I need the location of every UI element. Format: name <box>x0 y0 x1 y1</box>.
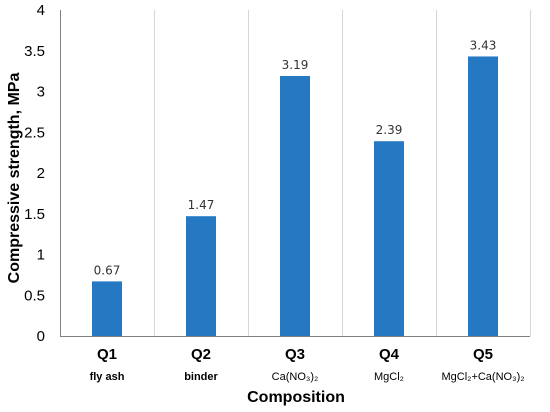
x-tick-description: MgCl₂ <box>374 371 404 383</box>
bars <box>92 56 498 337</box>
bar-q5 <box>468 56 498 337</box>
x-tick-labels: Q1 fly ash Q2 binder Q3 Ca(NO₃)₂ Q4 MgCl₂ Q5 MgCl… <box>90 346 525 383</box>
x-tick-label: Q3 <box>285 346 305 363</box>
x-tick-label: Q5 <box>473 346 493 363</box>
x-tick-description: Ca(NO₃)₂ <box>272 371 319 383</box>
y-tick-label: 0 <box>37 328 45 345</box>
x-tick-label: Q4 <box>379 346 400 363</box>
bar-q3 <box>280 76 310 336</box>
data-label: 3.43 <box>470 38 497 52</box>
bar-q1 <box>92 281 122 336</box>
y-tick-label: 1.5 <box>24 206 45 223</box>
y-tick-label: 3.5 <box>24 43 45 60</box>
data-labels: 0.67 1.47 3.19 2.39 3.43 <box>94 38 497 277</box>
y-tick-label: 1 <box>37 247 45 264</box>
data-label: 2.39 <box>376 123 403 137</box>
y-tick-labels: 0 0.5 1 1.5 2 2.5 3 3.5 4 <box>24 2 45 345</box>
data-label: 3.19 <box>282 58 309 72</box>
y-tick-label: 0.5 <box>24 287 45 304</box>
x-tick-label: Q1 <box>97 346 117 363</box>
data-label: 0.67 <box>94 263 121 277</box>
bar-q2 <box>186 216 216 336</box>
bar-q4 <box>374 141 404 336</box>
axes <box>60 10 530 337</box>
x-axis-title: Composition <box>247 389 345 406</box>
y-tick-label: 2.5 <box>24 124 45 141</box>
y-axis-title: Compressive strength, MPa <box>6 73 23 284</box>
x-tick-description: fly ash <box>90 371 125 383</box>
data-label: 1.47 <box>188 198 215 212</box>
x-tick-description: MgCl₂+Ca(NO₃)₂ <box>442 371 525 383</box>
y-tick-label: 2 <box>37 165 45 182</box>
x-tick-description: binder <box>184 371 218 383</box>
y-tick-label: 4 <box>37 2 45 19</box>
y-tick-label: 3 <box>37 84 45 101</box>
x-tick-label: Q2 <box>191 346 211 363</box>
